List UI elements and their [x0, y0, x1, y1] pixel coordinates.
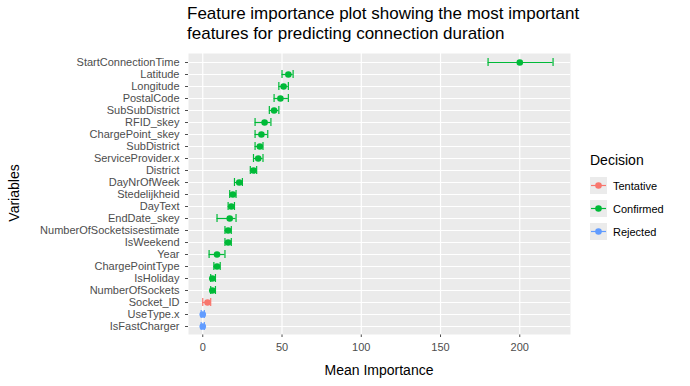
html-text:Decision: Decision [590, 152, 644, 168]
html-text:Rejected: Rejected [613, 225, 657, 238]
svg-text:IsFastCharger: IsFastCharger [110, 320, 180, 332]
svg-text:Stedelijkheid: Stedelijkheid [117, 188, 179, 200]
svg-text:Longitude: Longitude [131, 80, 179, 92]
svg-text:EndDate_skey: EndDate_skey [108, 212, 180, 224]
svg-text:ChargePoint_skey: ChargePoint_skey [90, 128, 180, 140]
html-text:Tentative: Tentative [613, 179, 657, 192]
svg-text:50: 50 [276, 341, 288, 353]
svg-text:SubDistrict: SubDistrict [126, 140, 179, 152]
svg-text:ServiceProvider.x: ServiceProvider.x [94, 152, 180, 164]
html-text:Confirmed: Confirmed [613, 202, 664, 215]
svg-text:PostalCode: PostalCode [123, 92, 180, 104]
svg-text:100: 100 [352, 341, 370, 353]
svg-text:150: 150 [431, 341, 449, 353]
svg-text:StartConnectionTime: StartConnectionTime [77, 56, 180, 68]
svg-text:IsHoliday: IsHoliday [134, 272, 180, 284]
svg-text:Year: Year [157, 248, 180, 260]
svg-text:SubSubDistrict: SubSubDistrict [107, 104, 180, 116]
svg-text:District: District [146, 164, 180, 176]
svg-text:NumberOfSockets: NumberOfSockets [90, 284, 180, 296]
svg-text:DayText: DayText [140, 200, 180, 212]
svg-text:NumberOfSocketsisestimate: NumberOfSocketsisestimate [40, 224, 179, 236]
svg-text:Latitude: Latitude [140, 68, 179, 80]
svg-text:DayNrOfWeek: DayNrOfWeek [109, 176, 180, 188]
html-text:Feature importance plot showin: Feature importance plot showing the most… [187, 4, 580, 43]
html-text:Variables: Variables [6, 164, 22, 222]
svg-text:200: 200 [511, 341, 529, 353]
html-text:Mean Importance: Mean Importance [324, 362, 434, 378]
svg-text:ChargePointType: ChargePointType [95, 260, 180, 272]
svg-text:Socket_ID: Socket_ID [129, 296, 180, 308]
svg-text:0: 0 [200, 341, 206, 353]
svg-text:UseType.x: UseType.x [128, 308, 180, 320]
svg-text:IsWeekend: IsWeekend [125, 236, 180, 248]
svg-text:RFID_skey: RFID_skey [125, 116, 180, 128]
